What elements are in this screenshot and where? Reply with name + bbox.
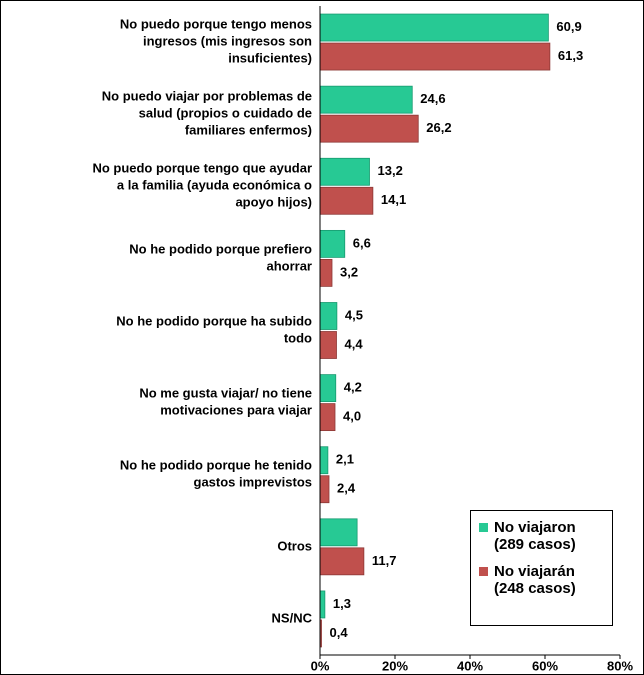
legend-label: No viajarán (248 casos): [494, 563, 576, 597]
category-label: No puedo porque tengo que ayudar: [92, 161, 312, 176]
category-label: gastos imprevistos: [194, 475, 313, 490]
x-tick-label: 80%: [607, 658, 633, 673]
bar: [319, 42, 551, 71]
bar: [319, 229, 346, 258]
bar: [319, 157, 370, 186]
bar: [319, 186, 374, 215]
legend-label: No viajaron (289 casos): [494, 519, 576, 553]
legend-item: No viajarán (248 casos): [477, 563, 606, 597]
value-label: 11,7: [372, 553, 397, 568]
x-tick-label: 60%: [532, 658, 558, 673]
bar: [319, 258, 333, 287]
value-label: 26,2: [426, 120, 451, 135]
value-label: 4,4: [345, 336, 364, 351]
category-label: salud (propios o cuidado de: [139, 106, 312, 121]
category-label: No he podido porque ha subido: [116, 313, 312, 328]
bar: [319, 114, 419, 143]
bar: [319, 374, 337, 403]
bar: [319, 331, 337, 359]
value-label: 6,6: [353, 235, 371, 250]
category-label: a la familia (ayuda económica o: [117, 178, 312, 193]
legend-swatch: [479, 567, 488, 576]
category-label: ingresos (mis ingresos son: [143, 33, 312, 48]
category-label: ahorrar: [266, 258, 312, 273]
value-label: 4,2: [344, 380, 362, 395]
x-tick-label: 0%: [311, 658, 330, 673]
legend-swatch: [479, 523, 488, 532]
x-tick-label: 20%: [382, 658, 408, 673]
value-label: 61,3: [558, 48, 583, 63]
value-label: 14,1: [381, 192, 406, 207]
value-label: 4,5: [345, 307, 363, 322]
category-label: apoyo hijos): [235, 195, 312, 210]
category-label: insuficientes): [228, 50, 312, 65]
value-label: 13,2: [378, 163, 403, 178]
value-label: 24,6: [420, 91, 445, 106]
value-label: 3,2: [340, 264, 358, 279]
value-label: 2,4: [337, 481, 356, 496]
category-label: NS/NC: [272, 610, 313, 625]
bar: [319, 590, 326, 619]
category-label: No puedo porque tengo menos: [120, 16, 312, 31]
bar: [319, 85, 413, 114]
category-label: No me gusta viajar/ no tiene: [139, 386, 312, 401]
bar: [319, 302, 338, 330]
value-label: 2,1: [336, 452, 354, 467]
category-label: motivaciones para viajar: [160, 403, 312, 418]
category-label: No puedo viajar por problemas de: [102, 89, 312, 104]
category-label: No he podido porque prefiero: [129, 241, 312, 256]
bar: [319, 547, 365, 576]
value-label: 4,0: [343, 409, 361, 424]
bar: [319, 403, 336, 432]
category-label: Otros: [277, 538, 312, 553]
bar: [319, 475, 330, 504]
x-tick-label: 40%: [457, 658, 483, 673]
category-label: familiares enfermos): [185, 123, 312, 138]
legend: No viajaron (289 casos) No viajarán (248 …: [470, 510, 613, 626]
value-label: 60,9: [556, 19, 581, 34]
category-label: todo: [284, 330, 312, 345]
value-label: 0,4: [330, 625, 349, 640]
category-label: No he podido porque he tenido: [120, 458, 312, 473]
bar: [319, 13, 549, 42]
legend-item: No viajaron (289 casos): [477, 519, 606, 553]
value-label: 1,3: [333, 596, 351, 611]
bar: [319, 518, 358, 547]
bar: [319, 446, 329, 475]
